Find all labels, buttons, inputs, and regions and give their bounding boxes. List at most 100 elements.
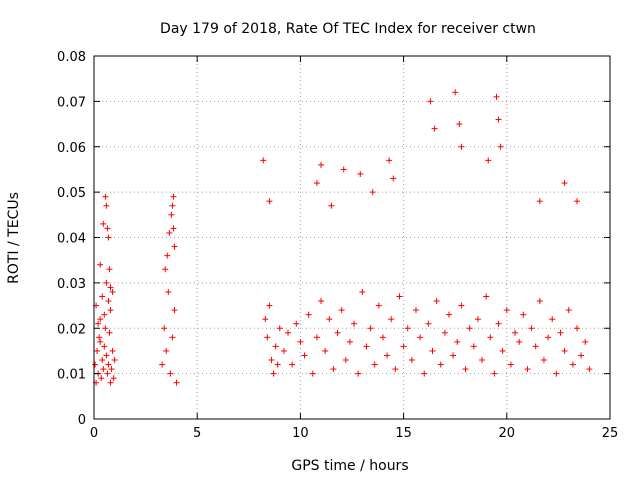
chart-title: Day 179 of 2018, Rate Of TEC Index for r… [160,21,536,37]
data-point-marker [266,198,273,205]
data-point-marker [270,370,277,377]
data-point-marker [386,157,393,164]
x-tick-label: 10 [292,426,309,441]
axis-ticks [93,55,611,420]
data-point-marker [485,157,492,164]
data-point-marker [479,357,486,364]
data-point-marker [322,347,329,354]
data-point-marker [107,284,114,291]
data-point-marker [565,307,572,314]
data-point-marker [102,193,109,200]
data-point-marker [166,229,173,236]
data-point-marker [338,307,345,314]
data-point-marker [313,180,320,187]
data-point-marker [161,325,168,332]
data-point-marker [101,311,108,318]
data-point-marker [272,343,279,350]
data-point-marker [318,298,325,305]
data-point-marker [305,311,312,318]
data-point-marker [103,352,110,359]
data-point-marker [417,334,424,341]
data-point-marker [313,334,320,341]
data-point-marker [351,320,358,327]
data-point-marker [103,279,110,286]
data-point-marker [162,266,169,273]
data-point-marker [367,325,374,332]
data-point-marker [106,329,113,336]
data-point-marker [545,334,552,341]
data-point-marker [384,352,391,359]
data-point-marker [274,361,281,368]
data-point-marker [318,161,325,168]
data-point-marker [169,202,176,209]
plot-frame [93,55,611,420]
data-point-marker [404,325,411,332]
data-point-marker [111,357,118,364]
data-point-marker [536,298,543,305]
data-point-marker [462,366,469,373]
data-point-marker [483,293,490,300]
data-point-marker [470,343,477,350]
data-point-marker [266,302,273,309]
data-point-marker [276,325,283,332]
y-tick-label: 0.04 [57,232,86,247]
data-point-marker [421,370,428,377]
data-point-marker [495,320,502,327]
data-point-marker [573,325,580,332]
data-point-marker [99,357,106,364]
data-point-marker [100,366,107,373]
data-point-marker [396,293,403,300]
data-point-marker [262,316,269,323]
data-point-marker [165,288,172,295]
data-point-marker [330,366,337,373]
data-point-marker [334,329,341,336]
data-point-marker [412,307,419,314]
data-point-marker [427,98,434,105]
data-point-marker [549,316,556,323]
data-point-marker [164,252,171,259]
data-point-marker [97,316,104,323]
data-point-marker [97,338,104,345]
data-point-marker [103,202,110,209]
data-point-marker [375,302,382,309]
data-point-marker [96,334,103,341]
data-point-marker [107,379,114,386]
data-point-marker [340,166,347,173]
data-point-marker [388,316,395,323]
y-tick-label: 0.07 [57,95,86,110]
data-point-marker [289,361,296,368]
data-point-marker [105,234,112,241]
data-point-marker [433,298,440,305]
data-point-marker [170,225,177,232]
data-point-marker [95,320,102,327]
x-tick-label: 20 [499,426,516,441]
data-point-marker [474,316,481,323]
x-tick-label: 25 [602,426,619,441]
data-point-marker [578,352,585,359]
data-point-marker [425,320,432,327]
data-point-marker [452,89,459,96]
data-point-marker [363,343,370,350]
data-point-marker [392,366,399,373]
y-tick-label: 0 [78,413,86,428]
data-point-marker [507,361,514,368]
data-point-marker [561,347,568,354]
y-tick-labels: 0 0.01 0.02 0.03 0.04 0.05 0.06 0.07 0.08 [57,50,86,428]
data-point-marker [171,243,178,250]
data-point-marker [493,93,500,100]
data-point-marker [169,334,176,341]
data-point-marker [497,143,504,150]
data-point-marker [487,334,494,341]
data-point-marker [105,298,112,305]
data-point-marker [569,361,576,368]
data-point-marker [100,220,107,227]
data-point-marker [466,325,473,332]
data-point-marker [280,347,287,354]
data-point-marker [94,347,101,354]
data-points [92,89,593,386]
y-tick-label: 0.05 [57,186,86,201]
data-point-marker [499,347,506,354]
data-point-marker [309,370,316,377]
data-point-marker [573,198,580,205]
